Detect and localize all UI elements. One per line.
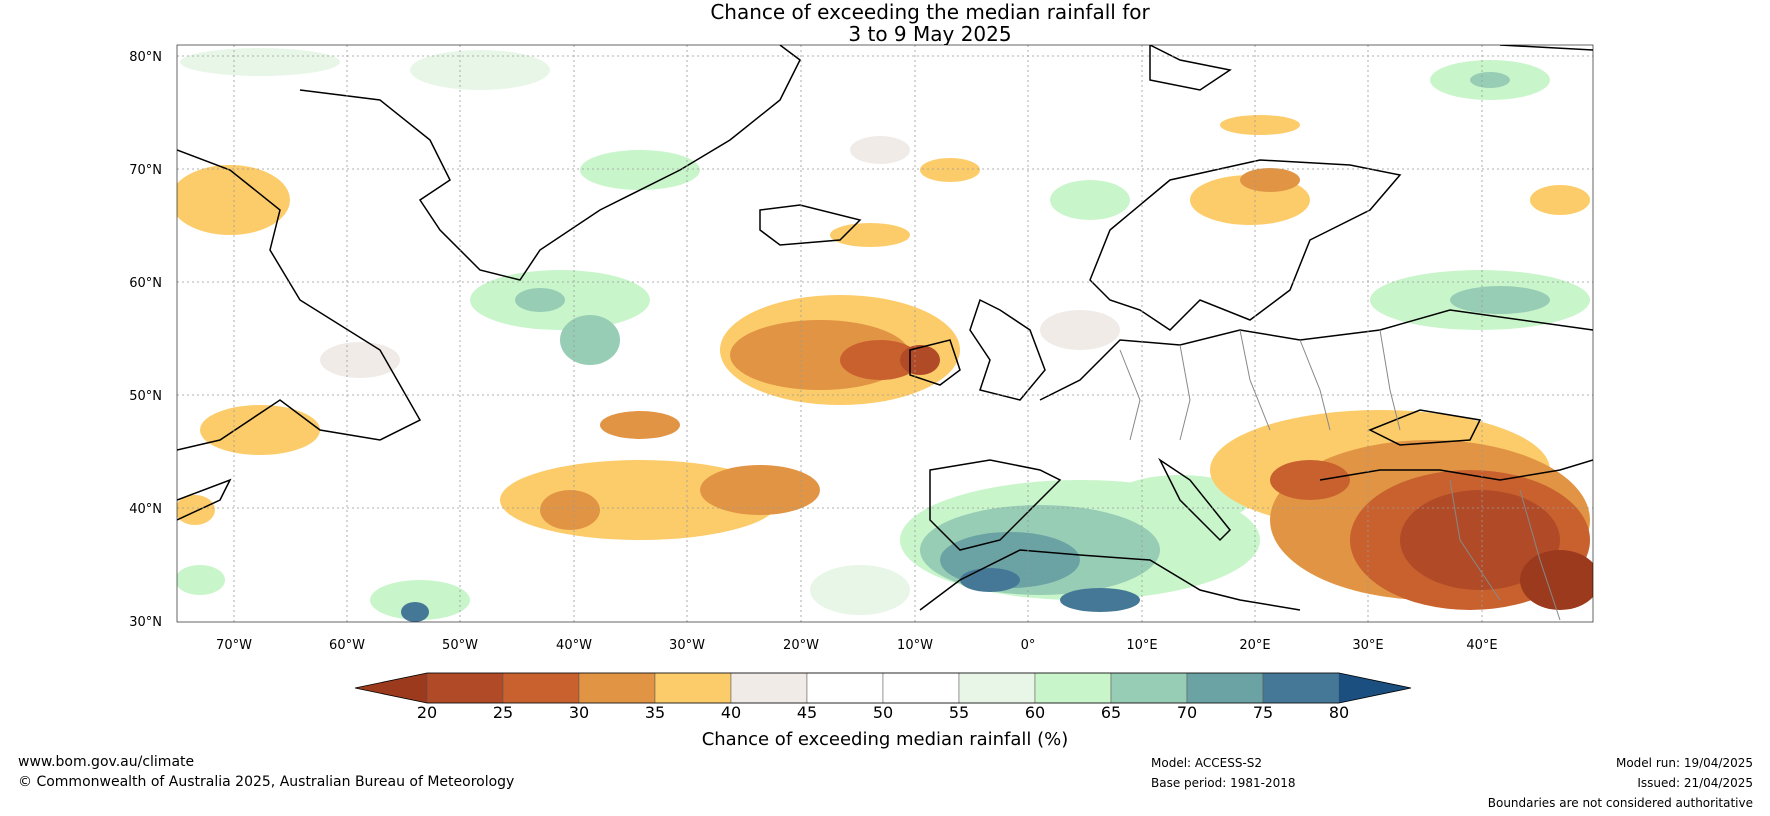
- base-period-text: Base period: 1981-2018: [1151, 776, 1296, 790]
- colorbar-tick: 45: [797, 703, 817, 722]
- lat-label: 40°N: [129, 502, 162, 517]
- colorbar-outline: [354, 672, 1412, 704]
- colorbar-swatch: [654, 672, 732, 704]
- colorbar-swatch: [1186, 672, 1264, 704]
- lon-label: 30°E: [1352, 638, 1383, 653]
- model-text: Model: ACCESS-S2: [1151, 756, 1263, 770]
- model-run-text: Model run: 19/04/2025: [1615, 756, 1753, 770]
- colorbar-tick: 65: [1101, 703, 1121, 722]
- colorbar-swatch: [1262, 672, 1340, 704]
- map-title-line2: 3 to 9 May 2025: [848, 22, 1012, 46]
- colorbar-tick: 80: [1329, 703, 1349, 722]
- wet-anomaly-regions: [177, 48, 1590, 622]
- colorbar: [354, 672, 1412, 704]
- website-url: www.bom.gov.au/climate: [18, 754, 195, 770]
- lat-label: 50°N: [129, 389, 162, 404]
- colorbar-extend-high: [1339, 673, 1411, 703]
- colorbar-swatch: [1110, 672, 1188, 704]
- colorbar-swatch: [502, 672, 580, 704]
- colorbar-tick: 55: [949, 703, 969, 722]
- map-title-line1: Chance of exceeding the median rainfall …: [710, 0, 1150, 24]
- latitude-labels: 80°N 70°N 60°N 50°N 40°N 30°N: [129, 50, 162, 630]
- colorbar-tick: 75: [1253, 703, 1273, 722]
- colorbar-label: Chance of exceeding median rainfall (%): [702, 729, 1069, 750]
- lon-label: 70°W: [216, 638, 252, 653]
- colorbar-swatch: [882, 672, 960, 704]
- lon-label: 40°W: [556, 638, 592, 653]
- lat-label: 30°N: [129, 615, 162, 630]
- colorbar-tick: 25: [493, 703, 513, 722]
- country-borders: [1119, 329, 1561, 621]
- colorbar-tick: 35: [645, 703, 665, 722]
- colorbar-tick: 60: [1025, 703, 1045, 722]
- colorbar-tick: 50: [873, 703, 893, 722]
- copyright-text: © Commonwealth of Australia 2025, Austra…: [18, 774, 515, 790]
- colorbar-tick-labels: 20 25 30 35 40 45 50 55 60 65 70 75 80: [417, 703, 1349, 722]
- graticule: [177, 45, 1593, 622]
- lon-label: 20°W: [783, 638, 819, 653]
- lat-label: 70°N: [129, 163, 162, 178]
- lon-label: 30°W: [669, 638, 705, 653]
- colorbar-swatch: [806, 672, 884, 704]
- lon-label: 10°E: [1126, 638, 1157, 653]
- colorbar-swatch: [1034, 672, 1112, 704]
- lon-label: 60°W: [329, 638, 365, 653]
- map-frame: [176, 44, 1594, 623]
- lat-label: 80°N: [129, 50, 162, 65]
- colorbar-tick: 20: [417, 703, 437, 722]
- disclaimer-text: Boundaries are not considered authoritat…: [1487, 796, 1753, 810]
- lat-label: 60°N: [129, 276, 162, 291]
- colorbar-tick: 70: [1177, 703, 1197, 722]
- lon-label: 50°W: [442, 638, 478, 653]
- colorbar-tick: 40: [721, 703, 741, 722]
- colorbar-tick: 30: [569, 703, 589, 722]
- lon-label: 10°W: [897, 638, 933, 653]
- colorbar-swatch: [578, 672, 656, 704]
- colorbar-extend-low: [355, 673, 427, 703]
- lon-label: 40°E: [1466, 638, 1497, 653]
- colorbar-swatch: [958, 672, 1036, 704]
- issued-text: Issued: 21/04/2025: [1637, 776, 1753, 790]
- lon-label: 0°: [1021, 638, 1036, 653]
- colorbar-swatch: [426, 672, 504, 704]
- lon-label: 20°E: [1239, 638, 1270, 653]
- colorbar-swatch: [730, 672, 808, 704]
- longitude-labels: 70°W 60°W 50°W 40°W 30°W 20°W 10°W 0° 10…: [216, 638, 1498, 653]
